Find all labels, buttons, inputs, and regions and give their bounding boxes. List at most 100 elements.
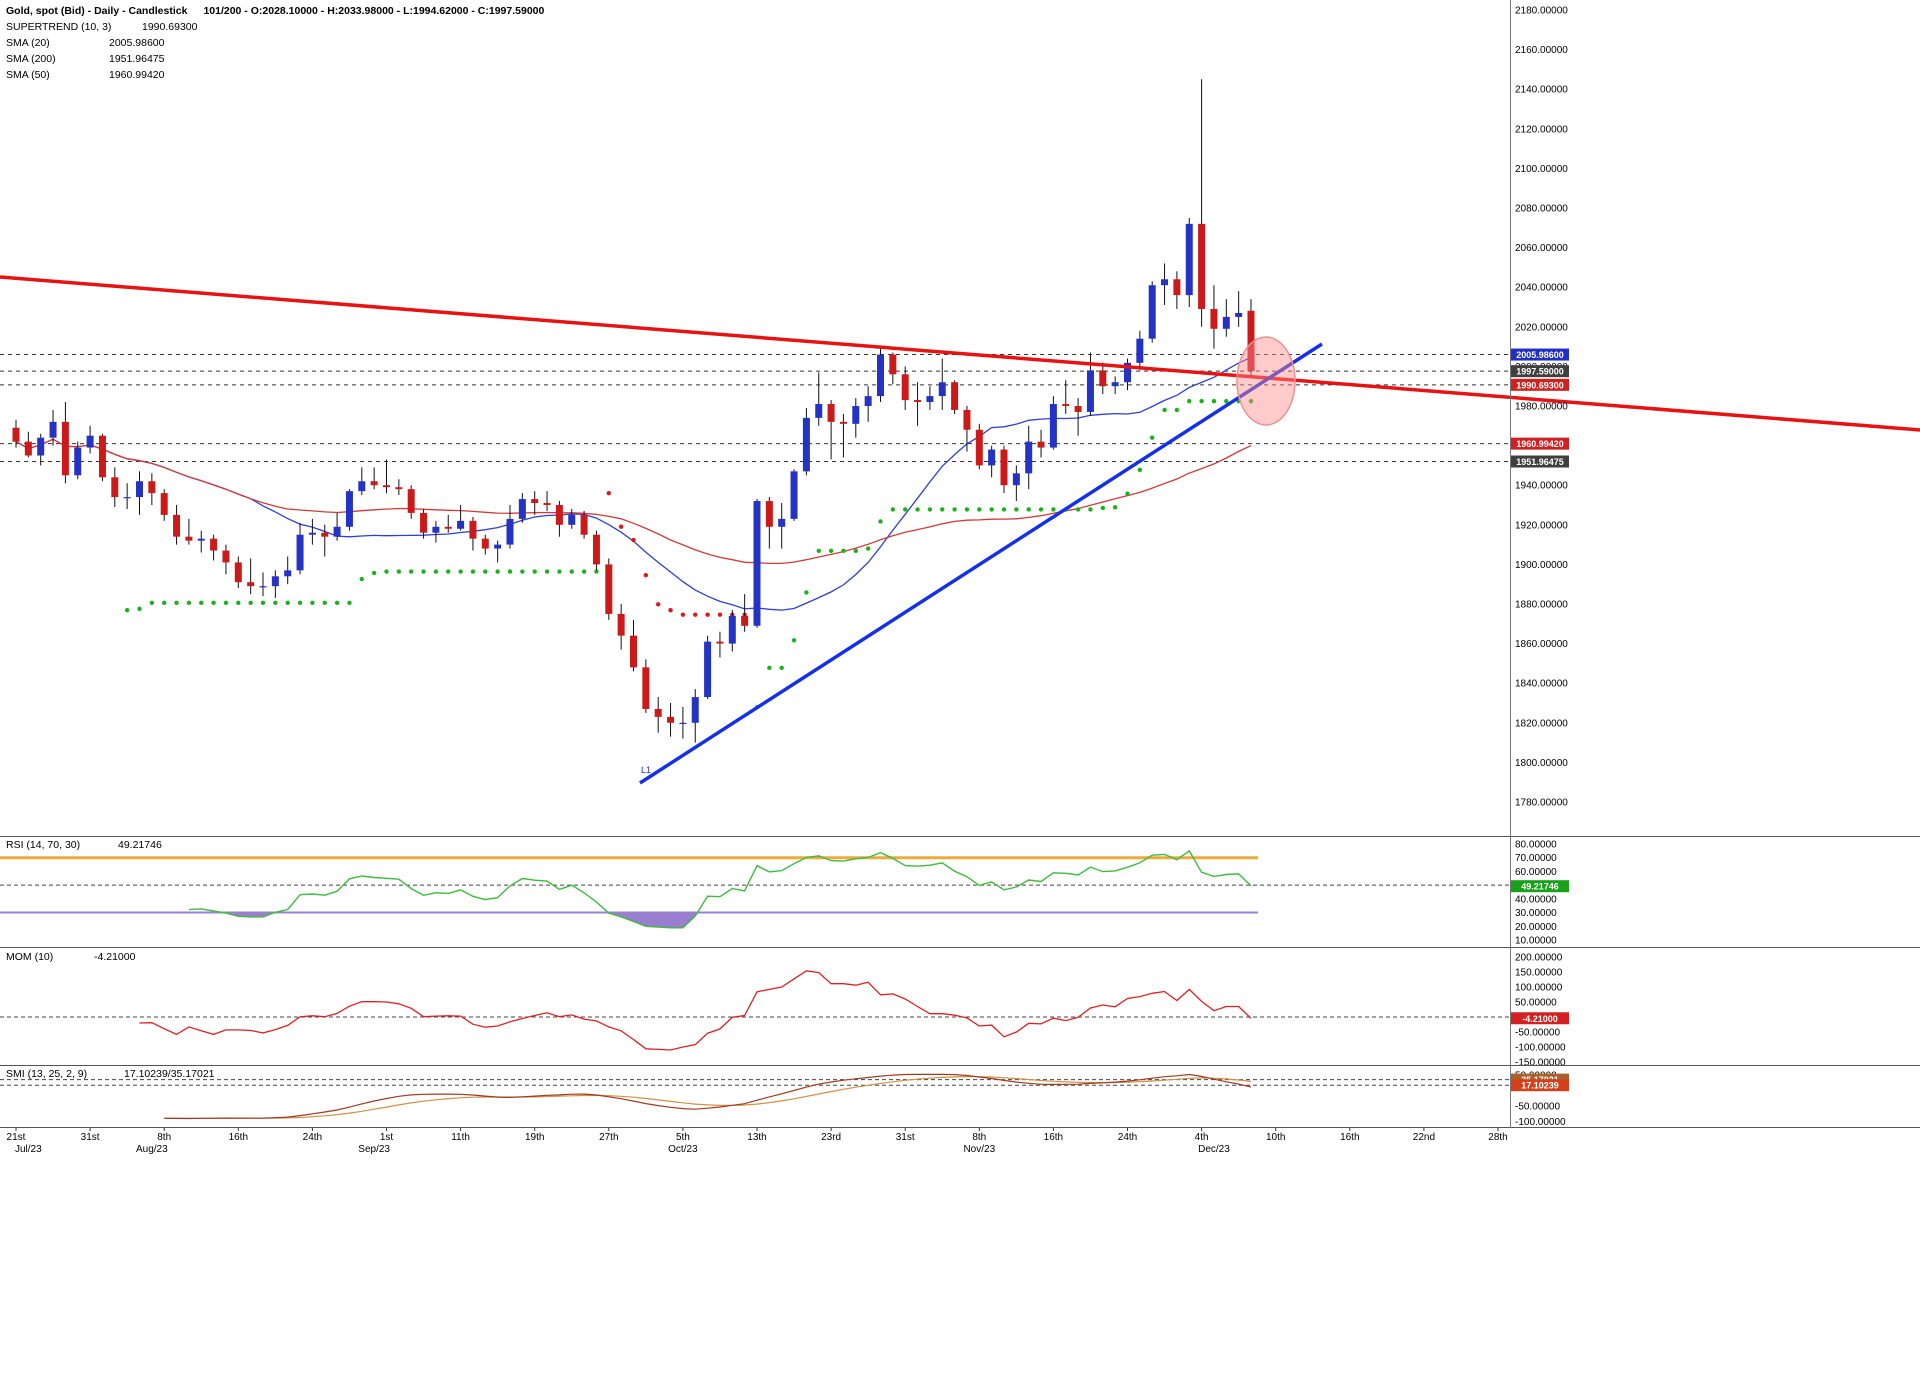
candle-body[interactable] bbox=[247, 582, 255, 587]
candle-body[interactable] bbox=[667, 716, 675, 723]
candle-body[interactable] bbox=[222, 550, 230, 563]
candle-body[interactable] bbox=[741, 615, 749, 626]
candle-body[interactable] bbox=[333, 526, 341, 537]
candle-body[interactable] bbox=[852, 406, 860, 424]
candle-body[interactable] bbox=[728, 615, 736, 644]
candle-body[interactable] bbox=[1111, 382, 1119, 387]
candle-body[interactable] bbox=[395, 487, 403, 490]
candle-body[interactable] bbox=[1235, 312, 1243, 317]
candle-body[interactable] bbox=[1161, 279, 1169, 286]
candle-body[interactable] bbox=[407, 489, 415, 513]
candle-body[interactable] bbox=[494, 544, 502, 549]
mom-panel[interactable]: 200.00000 150.00000 100.00000 50.00000 -50.0… bbox=[0, 947, 1920, 1065]
candle-body[interactable] bbox=[37, 437, 45, 456]
main-price-chart[interactable]: L1 2180.00000 2160.00000 2140.00000 2120.000… bbox=[0, 0, 1920, 836]
candle-body[interactable] bbox=[1000, 449, 1008, 486]
candle-body[interactable] bbox=[716, 641, 724, 644]
candle-body[interactable] bbox=[111, 477, 119, 498]
candle-body[interactable] bbox=[518, 499, 526, 519]
candle-body[interactable] bbox=[61, 421, 69, 476]
candle-body[interactable] bbox=[1173, 279, 1181, 296]
candle-body[interactable] bbox=[1037, 441, 1045, 448]
candle-body[interactable] bbox=[654, 708, 662, 717]
candle-body[interactable] bbox=[1148, 285, 1156, 339]
candle-body[interactable] bbox=[988, 449, 996, 466]
candle-body[interactable] bbox=[1124, 362, 1131, 383]
rsi-panel[interactable]: 80.0000070.0000060.0000050.0000040.00000… bbox=[0, 836, 1920, 947]
candle-body[interactable] bbox=[469, 520, 477, 539]
trendline-annotations[interactable]: L1 bbox=[0, 275, 1920, 785]
candle-body[interactable] bbox=[790, 471, 798, 519]
candle-body[interactable] bbox=[568, 514, 576, 525]
candle-body[interactable] bbox=[457, 520, 465, 529]
candle-body[interactable] bbox=[383, 485, 390, 488]
candle-body[interactable] bbox=[839, 421, 847, 424]
candle-body[interactable] bbox=[173, 514, 181, 537]
candle-body[interactable] bbox=[444, 526, 452, 529]
candle-body[interactable] bbox=[98, 435, 106, 478]
candle-body[interactable] bbox=[308, 532, 316, 535]
candle-body[interactable] bbox=[123, 497, 131, 499]
candle-body[interactable] bbox=[926, 396, 934, 403]
candle-body[interactable] bbox=[234, 562, 242, 583]
candle-body[interactable] bbox=[975, 429, 983, 466]
candle-body[interactable] bbox=[1222, 316, 1230, 329]
candle-body[interactable] bbox=[358, 481, 366, 492]
candle-body[interactable] bbox=[1198, 223, 1206, 309]
candle-body[interactable] bbox=[197, 538, 205, 541]
candle-body[interactable] bbox=[284, 570, 292, 577]
candle-body[interactable] bbox=[1062, 404, 1070, 406]
candle-body[interactable] bbox=[259, 586, 267, 588]
smi-panel[interactable]: 50.00000-50.00000-100.0000035.1702117.10… bbox=[0, 1065, 1920, 1128]
candle-body[interactable] bbox=[1049, 404, 1057, 448]
candle-body[interactable] bbox=[938, 382, 946, 397]
candle-body[interactable] bbox=[1247, 310, 1255, 372]
candle-body[interactable] bbox=[49, 421, 57, 438]
candle-body[interactable] bbox=[543, 503, 551, 505]
candle-body[interactable] bbox=[160, 493, 168, 515]
candle-body[interactable] bbox=[753, 501, 761, 626]
candle-body[interactable] bbox=[642, 667, 650, 709]
candle-body[interactable] bbox=[1012, 473, 1020, 486]
candle-body[interactable] bbox=[370, 481, 378, 486]
candle-body[interactable] bbox=[86, 435, 94, 448]
candle-body[interactable] bbox=[778, 518, 786, 527]
candle-body[interactable] bbox=[901, 374, 909, 401]
candle-body[interactable] bbox=[914, 400, 922, 403]
candle-body[interactable] bbox=[345, 491, 353, 527]
candle-body[interactable] bbox=[481, 538, 489, 549]
candle-body[interactable] bbox=[951, 382, 959, 410]
candle-body[interactable] bbox=[889, 354, 897, 375]
candle-body[interactable] bbox=[12, 427, 20, 442]
candle-body[interactable] bbox=[704, 641, 712, 698]
candle-body[interactable] bbox=[679, 722, 687, 724]
candle-body[interactable] bbox=[210, 538, 218, 551]
candle-body[interactable] bbox=[531, 499, 539, 504]
candle-body[interactable] bbox=[592, 534, 600, 565]
candle-body[interactable] bbox=[630, 635, 637, 668]
candle-body[interactable] bbox=[1086, 370, 1094, 412]
candle-body[interactable] bbox=[271, 576, 279, 587]
candle-body[interactable] bbox=[765, 501, 773, 527]
candle-body[interactable] bbox=[432, 526, 440, 533]
candle-body[interactable] bbox=[1210, 308, 1218, 329]
candle-body[interactable] bbox=[1074, 406, 1082, 412]
candle-body[interactable] bbox=[963, 409, 971, 430]
candle-body[interactable] bbox=[321, 532, 329, 537]
candle-body[interactable] bbox=[864, 396, 872, 406]
candle-body[interactable] bbox=[1025, 441, 1033, 474]
candle-body[interactable] bbox=[617, 613, 625, 636]
candle-body[interactable] bbox=[74, 447, 82, 476]
candle-body[interactable] bbox=[691, 697, 699, 723]
candle-body[interactable] bbox=[827, 404, 835, 422]
candle-body[interactable] bbox=[506, 518, 514, 545]
candle-body[interactable] bbox=[148, 481, 156, 494]
candle-body[interactable] bbox=[185, 536, 193, 541]
candle-body[interactable] bbox=[802, 417, 810, 472]
candle-body[interactable] bbox=[136, 481, 143, 498]
candle-body[interactable] bbox=[555, 505, 563, 525]
time-axis[interactable]: 21st 31st 8th 16th 24th 1st 11th 19th 27th 5th 13t… bbox=[0, 1128, 1920, 1164]
candle-body[interactable] bbox=[815, 404, 823, 418]
candle-body[interactable] bbox=[420, 512, 428, 533]
candle-body[interactable] bbox=[605, 564, 613, 614]
